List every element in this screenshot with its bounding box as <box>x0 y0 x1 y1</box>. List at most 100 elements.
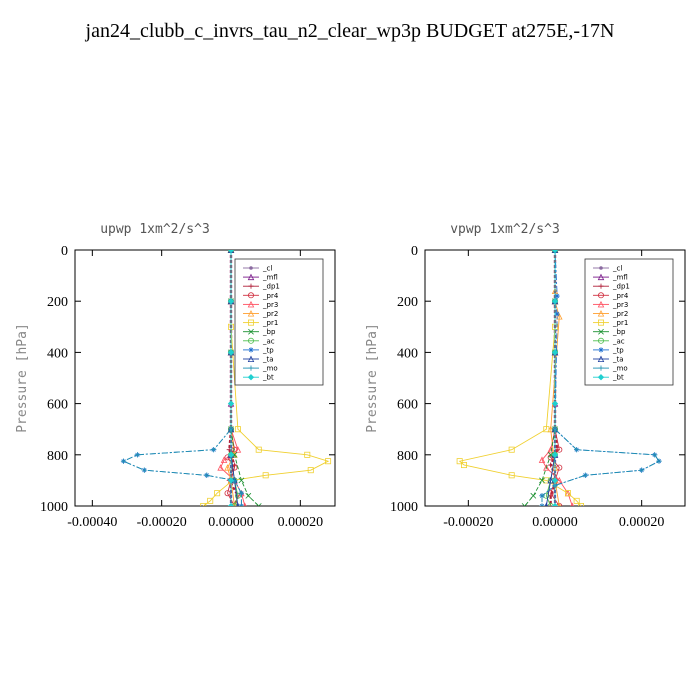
data-point-bt <box>551 477 559 484</box>
panel-title: vpwp 1xm^2/s^3 <box>450 222 560 237</box>
data-point-pr1 <box>543 426 550 433</box>
data-point-ac <box>247 337 254 344</box>
legend-item-bp: _bp <box>593 328 626 336</box>
y-tick-label: 600 <box>397 398 418 413</box>
data-point-tp <box>598 347 604 353</box>
legend-label: _mo <box>612 365 628 373</box>
data-point-bt <box>227 298 235 305</box>
series-line <box>203 250 330 506</box>
data-point-pr2 <box>547 425 554 433</box>
data-point-cl <box>249 266 253 270</box>
legend-label: _pr4 <box>262 292 279 300</box>
y-tick-label: 600 <box>47 398 68 413</box>
data-point-mo <box>652 452 658 458</box>
legend-item-mfl: _mfl <box>243 274 278 282</box>
chart-panel-vpwp: vpwp 1xm^2/s^3 Pressure [hPa] 0 200 400 600 80… <box>365 222 686 530</box>
data-point-mo <box>539 503 545 506</box>
legend-item-mo: _mo <box>243 365 278 373</box>
data-point-bt <box>551 451 559 458</box>
data-point-pr2 <box>556 313 563 320</box>
data-point-pr3 <box>538 456 546 463</box>
y-tick-label: 200 <box>47 295 68 310</box>
data-point-bp <box>521 503 528 506</box>
legend-item-ac: _ac <box>593 337 625 345</box>
legend-label: _pr1 <box>262 319 278 327</box>
data-point-mfl <box>597 273 605 281</box>
data-point-mo <box>134 452 140 458</box>
figure-title: jan24_clubb_c_invrs_tau_n2_clear_wp3p BU… <box>85 20 615 42</box>
data-point-mo <box>574 447 580 453</box>
x-tick-label: 0.00020 <box>619 515 665 530</box>
data-point-bt <box>227 250 235 254</box>
legend-item-bp: _bp <box>243 328 276 336</box>
series-pr1 <box>456 250 584 506</box>
legend-label: _dp1 <box>262 283 280 291</box>
data-point-pr1 <box>262 472 269 479</box>
data-point-bp <box>248 328 254 335</box>
data-point-bt <box>227 349 235 356</box>
data-point-cl <box>599 266 603 270</box>
data-point-pr2 <box>597 310 605 317</box>
legend-item-tp: _tp <box>593 346 624 354</box>
legend-item-ac: _ac <box>243 337 275 345</box>
x-tick-label: 0.00000 <box>532 515 578 530</box>
legend-item-pr2: _pr2 <box>243 310 278 318</box>
legend-label: _pr3 <box>262 301 278 309</box>
data-point-mo <box>204 472 210 478</box>
data-point-pr2 <box>247 310 255 317</box>
data-point-mo <box>598 365 604 371</box>
data-point-bt <box>551 250 559 254</box>
y-tick-label: 0 <box>411 244 418 259</box>
data-point-pr4 <box>247 292 254 299</box>
legend-label: _cl <box>262 265 272 273</box>
legend-label: _bp <box>612 328 626 336</box>
data-point-pr1 <box>247 319 254 326</box>
data-point-tp <box>248 347 254 353</box>
legend-label: _tp <box>612 346 624 354</box>
data-point-pr1 <box>304 451 311 458</box>
x-tick-label: -0.00040 <box>67 515 117 530</box>
legend-label: _ta <box>262 356 274 364</box>
legend-label: _bp <box>262 328 276 336</box>
data-point-pr1 <box>214 490 221 497</box>
legend-label: _mfl <box>262 274 278 282</box>
data-point-pr1 <box>325 458 332 465</box>
data-point-pr1 <box>234 426 241 433</box>
data-point-pr1 <box>564 490 571 497</box>
data-point-ta <box>597 355 605 362</box>
data-point-mo <box>211 447 217 453</box>
legend-label: _pr3 <box>612 301 628 309</box>
data-point-pr1 <box>461 462 468 469</box>
data-point-dp1 <box>548 462 554 468</box>
data-point-bp <box>238 477 245 484</box>
series-line <box>122 250 242 506</box>
data-point-pr3 <box>247 300 255 308</box>
data-point-pr4 <box>231 464 238 471</box>
y-axis-label: Pressure [hPa] <box>365 323 380 433</box>
y-tick-label: 400 <box>47 346 68 361</box>
legend-item-pr4: _pr4 <box>593 292 629 300</box>
data-point-mo <box>582 472 588 478</box>
y-tick-label: 200 <box>397 295 418 310</box>
legend-label: _bt <box>262 374 274 382</box>
legend-item-bt: _bt <box>243 374 274 382</box>
data-point-pr3 <box>217 464 224 471</box>
data-point-mo <box>656 458 662 464</box>
data-point-bt <box>551 502 559 506</box>
data-point-mo <box>248 365 254 371</box>
legend-label: _ac <box>612 337 625 345</box>
data-point-mo <box>639 467 645 473</box>
data-point-bp <box>539 477 545 484</box>
series-pr1 <box>200 250 332 506</box>
legend-item-pr3: _pr3 <box>243 301 278 309</box>
y-tick-label: 800 <box>47 449 68 464</box>
legend-label: _mo <box>262 365 278 373</box>
data-point-pr1 <box>597 319 604 326</box>
x-tick-label: 0.00020 <box>278 515 324 530</box>
data-point-pr1 <box>207 497 214 504</box>
legend-item-pr3: _pr3 <box>593 301 628 309</box>
data-point-bt <box>551 349 559 356</box>
data-point-pr4 <box>597 292 604 299</box>
data-point-mfl <box>247 273 255 281</box>
data-point-bt <box>597 374 605 381</box>
